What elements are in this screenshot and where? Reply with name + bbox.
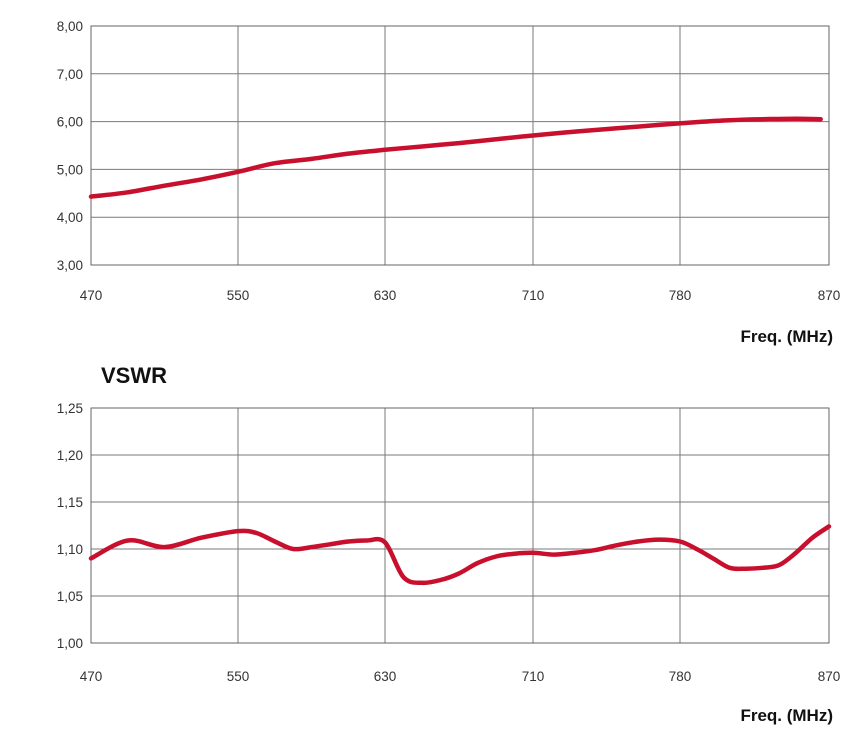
y-tick-label: 1,10 <box>57 542 83 557</box>
x-tick-label: 470 <box>80 288 103 303</box>
vswr-chart: 1,00 1,05 1,10 1,15 1,20 1,25 470 550 630 710 780 8… <box>57 363 841 725</box>
x-tick-label: 870 <box>818 669 841 684</box>
gain-chart: 3,00 4,00 5,00 6,00 7,00 8,00 470 550 630 710 780 8… <box>57 19 841 346</box>
y-tick-label: 1,15 <box>57 495 83 510</box>
y-tick-label: 5,00 <box>57 162 83 177</box>
plot-frame <box>90 407 830 644</box>
x-tick-label: 710 <box>522 669 545 684</box>
y-tick-label: 8,00 <box>57 19 83 34</box>
x-axis-label: Freq. (MHz) <box>740 706 833 725</box>
y-tick-label: 1,05 <box>57 589 83 604</box>
plot-frame <box>90 25 830 266</box>
x-tick-label: 470 <box>80 669 103 684</box>
x-tick-label: 630 <box>374 669 397 684</box>
y-tick-label: 7,00 <box>57 67 83 82</box>
y-tick-label: 1,00 <box>57 636 83 651</box>
chart-title: VSWR <box>101 363 167 388</box>
y-tick-label: 3,00 <box>57 258 83 273</box>
y-tick-label: 4,00 <box>57 210 83 225</box>
x-tick-label: 550 <box>227 288 250 303</box>
y-tick-label: 1,20 <box>57 448 83 463</box>
x-tick-label: 710 <box>522 288 545 303</box>
x-axis-label: Freq. (MHz) <box>740 327 833 346</box>
series-line <box>88 116 823 199</box>
y-tick-label: 6,00 <box>57 115 83 130</box>
x-tick-label: 780 <box>669 288 692 303</box>
x-tick-label: 550 <box>227 669 250 684</box>
x-tick-label: 780 <box>669 669 692 684</box>
x-tick-label: 630 <box>374 288 397 303</box>
y-tick-label: 1,25 <box>57 401 83 416</box>
series-line <box>88 524 832 586</box>
x-tick-label: 870 <box>818 288 841 303</box>
